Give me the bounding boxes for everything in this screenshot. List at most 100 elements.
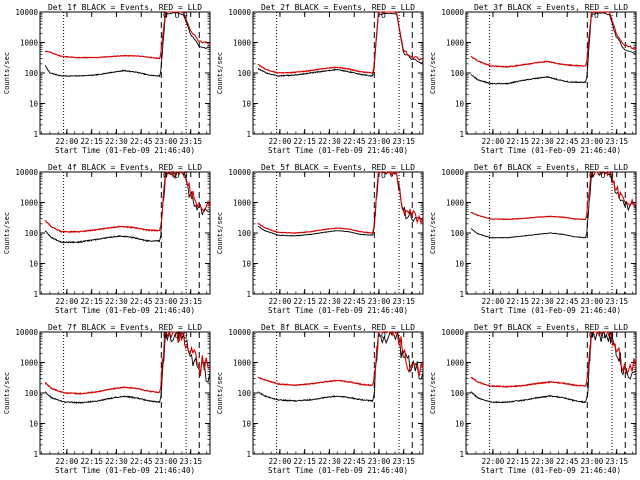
x-axis-label: Start Time (01-Feb-09 21:46:40) [481,306,621,315]
y-tick-label: 10 [242,100,252,109]
saa-marker: O [183,331,188,340]
y-tick-label: 100 [24,229,38,238]
x-tick-label: 22:15 [506,137,529,146]
series-line-lld [257,331,424,387]
y-axis-label: Counts/sec [216,212,224,254]
y-axis-label: Counts/sec [3,52,11,94]
x-axis-label: Start Time (01-Feb-09 21:46:40) [268,306,408,315]
x-tick-label: 22:45 [130,137,153,146]
y-tick-label: 1 [246,290,251,299]
saa-marker: O [175,331,180,340]
y-tick-label: 1000 [446,199,465,208]
x-tick-label: 23:15 [392,137,415,146]
saa-marker: O [183,11,188,20]
panel-det-4: Det 4f BLACK = Events, RED = LLD 1 10 100 10… [3,163,211,315]
x-tick-label: 22:45 [343,297,366,306]
y-tick-label: 10000 [228,8,251,17]
saa-marker: O [175,171,180,180]
x-tick-label: 22:15 [80,457,103,466]
y-tick-label: 100 [237,229,251,238]
saa-marker: O [381,171,386,180]
y-tick-label: 1 [33,130,38,139]
x-tick-label: 23:00 [368,137,391,146]
y-tick-label: 10000 [15,168,38,177]
y-tick-label: 10 [29,420,39,429]
series-line-lld [470,11,637,68]
x-tick-label: 23:00 [581,457,604,466]
y-tick-label: 1000 [20,199,39,208]
saa-marker: O [163,171,168,180]
x-tick-label: 23:15 [179,457,202,466]
y-tick-label: 100 [450,69,464,78]
x-tick-label: 22:00 [56,297,79,306]
series-line-lld [44,330,211,395]
x-tick-label: 22:00 [269,457,292,466]
saa-marker: O [163,11,168,20]
saa-marker: O [589,171,594,180]
x-tick-label: 22:15 [293,137,316,146]
y-tick-label: 1000 [20,39,39,48]
saa-marker: O [163,331,168,340]
x-axis-label: Start Time (01-Feb-09 21:46:40) [55,306,195,315]
panel-det-3: Det 3f BLACK = Events, RED = LLD 1 10 100 10… [429,3,637,155]
y-tick-label: 100 [237,69,251,78]
plot-frame [39,171,211,295]
panel-det-2: Det 2f BLACK = Events, RED = LLD 1 10 100 10… [216,3,424,155]
y-tick-label: 1 [33,450,38,459]
series-line-lld [44,170,211,234]
series-line-events [470,12,637,85]
x-tick-label: 22:15 [80,137,103,146]
panel-det-5: Det 5f BLACK = Events, RED = LLD 1 10 100 10… [216,163,424,315]
x-tick-label: 22:15 [506,457,529,466]
x-tick-label: 23:00 [368,457,391,466]
panel-title: Det 7f BLACK = Events, RED = LLD [48,323,202,332]
y-tick-label: 1 [33,290,38,299]
x-tick-label: 22:45 [556,137,579,146]
y-tick-label: 10 [455,100,465,109]
panel-title: Det 8f BLACK = Events, RED = LLD [261,323,415,332]
series-line-events [470,331,637,404]
y-tick-label: 10000 [15,328,38,337]
x-axis-label: Start Time (01-Feb-09 21:46:40) [55,466,195,475]
saa-marker: O [609,171,614,180]
x-tick-label: 22:30 [105,457,128,466]
y-tick-label: 10 [455,260,465,269]
series-line-lld [470,170,637,221]
x-tick-label: 22:15 [293,457,316,466]
x-axis-label: Start Time (01-Feb-09 21:46:40) [268,146,408,155]
x-tick-label: 22:30 [531,457,554,466]
x-tick-label: 23:00 [155,297,178,306]
x-tick-label: 22:30 [531,297,554,306]
series-line-events [470,171,637,239]
y-tick-label: 10 [242,420,252,429]
y-tick-label: 1000 [233,199,252,208]
y-tick-label: 1 [459,290,464,299]
y-tick-label: 1000 [446,359,465,368]
panel-title: Det 1f BLACK = Events, RED = LLD [48,3,202,12]
x-axis-label: Start Time (01-Feb-09 21:46:40) [481,466,621,475]
y-tick-label: 10000 [441,168,464,177]
y-tick-label: 10000 [228,168,251,177]
y-tick-label: 1000 [233,39,252,48]
x-tick-label: 23:15 [605,457,628,466]
series-line-lld [44,11,211,60]
panel-det-8: Det 8f BLACK = Events, RED = LLD 1 10 100 10… [216,323,424,475]
x-tick-label: 22:00 [56,457,79,466]
saa-marker: O [183,171,188,180]
x-axis-label: Start Time (01-Feb-09 21:46:40) [481,146,621,155]
plot-frame [465,11,637,135]
x-tick-label: 23:00 [155,137,178,146]
y-axis-label: Counts/sec [429,212,437,254]
panel-title: Det 9f BLACK = Events, RED = LLD [474,323,628,332]
x-tick-label: 22:00 [269,137,292,146]
x-axis-label: Start Time (01-Feb-09 21:46:40) [268,466,408,475]
x-tick-label: 22:30 [318,137,341,146]
panel-title: Det 2f BLACK = Events, RED = LLD [261,3,415,12]
panel-title: Det 4f BLACK = Events, RED = LLD [48,163,202,172]
series-line-lld [257,171,424,234]
x-tick-label: 22:30 [105,297,128,306]
y-axis-label: Counts/sec [216,372,224,414]
y-tick-label: 1 [246,130,251,139]
x-tick-label: 22:00 [56,137,79,146]
